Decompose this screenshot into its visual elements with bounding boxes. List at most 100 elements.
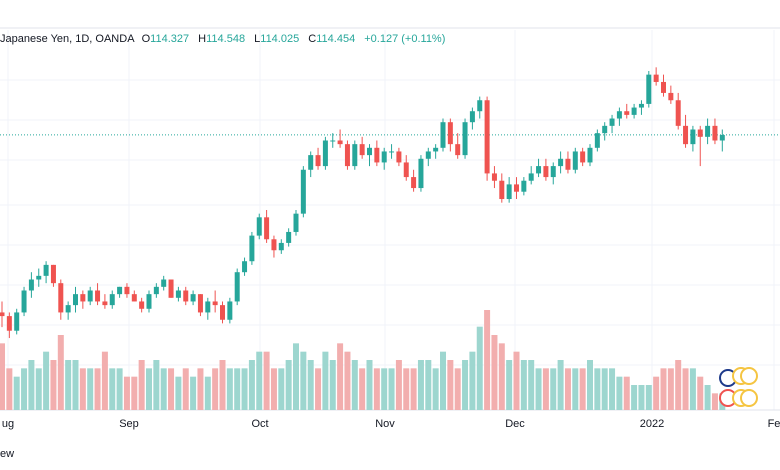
volume-bar — [322, 351, 329, 410]
volume-bar — [366, 360, 373, 410]
bottom-link[interactable]: ew — [0, 448, 15, 460]
candle-body — [506, 184, 512, 200]
candle-body — [418, 158, 424, 189]
volume-bar — [535, 368, 542, 410]
candle-body — [249, 235, 255, 262]
candle-body — [227, 301, 233, 320]
time-axis[interactable]: ug Sep Oct Nov Dec 2022 Fe — [2, 418, 780, 430]
event-flag-icon[interactable] — [740, 389, 758, 407]
volume-bar — [542, 368, 549, 410]
candle-body — [6, 316, 12, 331]
candle-body — [367, 147, 372, 156]
legend-change: +0.127 (+0.11%) — [364, 33, 446, 45]
volume-bar — [278, 368, 285, 410]
candle-body — [153, 286, 159, 295]
candle-body — [396, 151, 402, 163]
candle-body — [609, 118, 615, 126]
candle-body — [638, 103, 644, 108]
volume-bar — [564, 368, 571, 410]
candle-body — [168, 279, 174, 298]
volume-bar — [329, 360, 336, 410]
volume-bar — [388, 368, 395, 410]
x-tick-label: 2022 — [640, 418, 664, 430]
candle-body — [65, 305, 71, 313]
volume-bar — [447, 360, 454, 410]
volume-bar — [212, 368, 219, 410]
candle-body — [455, 144, 461, 156]
candle-body — [117, 286, 123, 295]
candle-body — [374, 147, 380, 163]
candle-body — [550, 166, 556, 178]
candle-body — [675, 100, 681, 126]
volume-bar — [557, 360, 564, 410]
candle-body — [521, 180, 527, 192]
candle-body — [271, 239, 277, 251]
candle-body — [705, 125, 711, 137]
volume-bar — [293, 343, 299, 410]
candle-body — [87, 290, 93, 302]
volume-bar — [87, 368, 94, 410]
x-tick-label: Oct — [251, 418, 268, 430]
candle-body — [58, 283, 64, 313]
volume-bar — [226, 368, 233, 410]
candle-body — [477, 100, 483, 112]
volume-bar — [0, 343, 5, 410]
candle-body — [322, 140, 328, 167]
candle-body — [719, 135, 725, 141]
candle-body — [344, 144, 350, 167]
legend-high: 114.548 — [206, 33, 246, 45]
candle-body — [102, 301, 108, 306]
x-tick-label: Dec — [505, 418, 525, 430]
candle-body — [653, 74, 659, 82]
legend-open: 114.327 — [150, 33, 190, 45]
candle-body — [683, 125, 689, 145]
candle-body — [242, 261, 248, 273]
volume-bar — [675, 360, 682, 410]
volume-bar — [631, 385, 638, 410]
volume-bar — [131, 376, 138, 410]
legend-symbol: Japanese Yen, 1D, OANDA — [0, 33, 135, 45]
candle-body — [175, 290, 181, 298]
volume-bar — [520, 360, 527, 410]
candle-body — [440, 122, 446, 148]
candle-body — [462, 122, 468, 156]
volume-bar — [109, 368, 116, 410]
volume-bar — [373, 368, 380, 410]
candle-body — [21, 290, 27, 313]
volume-bar — [146, 368, 152, 410]
volume-bar — [160, 368, 167, 410]
candle-body — [631, 107, 637, 115]
candle-body — [646, 74, 652, 104]
candle-body — [499, 180, 505, 200]
candle-body — [624, 111, 630, 115]
volume-bar — [6, 368, 13, 410]
volume-bar — [263, 351, 270, 410]
volume-bar — [572, 368, 579, 410]
candle-body — [594, 133, 600, 148]
volume-bar — [381, 368, 388, 410]
x-tick-label: Nov — [375, 418, 395, 430]
candle-body — [558, 158, 564, 167]
x-tick-label: Fe — [768, 418, 780, 430]
volume-bar — [454, 368, 461, 410]
volume-bar — [182, 368, 189, 410]
volume-bar — [623, 376, 630, 410]
volume-bar — [13, 376, 20, 410]
volume-bar — [94, 368, 101, 410]
candle-body — [514, 184, 519, 192]
candle-body — [131, 294, 137, 302]
candle-body — [183, 290, 189, 302]
candle-body — [161, 279, 167, 287]
volume-bar — [43, 351, 50, 410]
candle-body — [50, 264, 56, 284]
event-flag-icon[interactable] — [740, 367, 758, 385]
volume-bar — [307, 360, 314, 410]
candle-body — [389, 151, 395, 153]
volume-bar — [410, 368, 417, 410]
candle-body — [315, 155, 321, 167]
event-markers[interactable] — [719, 367, 758, 407]
candle-body — [212, 301, 218, 306]
volume-bar — [190, 376, 197, 410]
candle-body — [697, 129, 703, 137]
